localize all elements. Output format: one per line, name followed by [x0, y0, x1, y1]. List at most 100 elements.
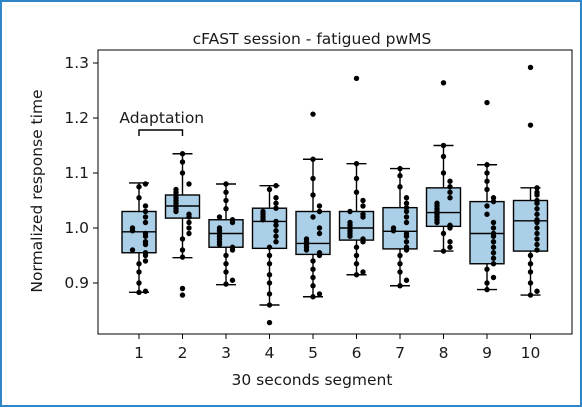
data-point — [310, 175, 316, 182]
data-point — [266, 244, 273, 250]
data-point — [142, 230, 149, 237]
x-tick-label: 3 — [221, 344, 231, 362]
data-point — [179, 285, 186, 292]
data-point — [534, 288, 540, 294]
data-point — [527, 252, 534, 259]
data-point — [273, 205, 279, 211]
data-point — [142, 250, 149, 256]
data-point — [403, 204, 410, 211]
data-point — [136, 184, 142, 190]
box-iqr — [251, 207, 288, 250]
data-point — [447, 222, 453, 228]
data-point — [360, 197, 366, 204]
data-point — [179, 159, 186, 165]
data-point — [142, 181, 149, 187]
data-point — [347, 208, 353, 215]
data-point — [173, 186, 179, 193]
x-tick-label: 1 — [134, 344, 144, 362]
x-tick-label: 2 — [178, 344, 188, 362]
data-point — [142, 239, 149, 245]
data-point — [527, 292, 534, 298]
adaptation-bracket — [138, 129, 184, 136]
data-point — [266, 280, 273, 286]
data-point — [179, 170, 186, 176]
x-axis-label: 30 seconds segment — [232, 371, 393, 389]
data-point — [484, 203, 490, 209]
data-point — [136, 195, 142, 201]
data-point — [490, 225, 497, 231]
data-point — [179, 236, 186, 242]
data-point — [353, 261, 360, 267]
data-point — [142, 288, 149, 294]
data-point — [484, 99, 490, 106]
data-point — [310, 274, 316, 281]
data-point — [447, 184, 453, 190]
data-point — [490, 261, 497, 267]
data-point — [534, 185, 540, 191]
data-point — [403, 239, 410, 245]
data-point — [360, 211, 366, 217]
data-point — [447, 195, 453, 201]
y-tick-label: 1.0 — [64, 219, 89, 237]
data-point — [223, 181, 229, 187]
data-point — [353, 189, 360, 195]
adaptation-label: Adaptation — [119, 109, 204, 127]
data-point — [403, 244, 410, 250]
data-point — [490, 255, 497, 261]
data-point — [310, 156, 316, 162]
data-point — [490, 274, 497, 281]
data-point — [179, 247, 186, 253]
data-point — [534, 217, 540, 223]
data-point — [273, 222, 279, 228]
y-tick-label: 0.9 — [64, 274, 89, 292]
data-point — [223, 252, 229, 259]
x-tick-label: 7 — [395, 344, 405, 362]
data-point — [179, 292, 186, 298]
data-point — [310, 294, 316, 300]
data-point — [186, 225, 192, 231]
data-point — [490, 219, 497, 226]
data-point — [310, 283, 316, 289]
data-point — [266, 302, 273, 308]
data-point — [186, 230, 192, 237]
data-point — [403, 230, 410, 237]
data-point — [484, 211, 490, 217]
data-point — [447, 244, 453, 250]
data-point — [360, 269, 366, 275]
data-point — [403, 195, 410, 201]
box-iqr — [469, 200, 505, 265]
data-point — [397, 269, 403, 275]
data-point — [527, 64, 534, 71]
data-point — [266, 186, 273, 193]
data-point — [142, 258, 149, 264]
data-point — [316, 250, 323, 256]
plot-area-frame — [97, 49, 573, 335]
data-point — [403, 219, 410, 226]
data-point — [316, 225, 323, 231]
data-point — [440, 230, 447, 237]
data-point — [534, 230, 540, 237]
x-tick-label: 9 — [482, 344, 492, 362]
data-point — [447, 189, 453, 195]
data-point — [316, 208, 323, 215]
data-point — [490, 244, 497, 250]
data-point — [353, 244, 360, 250]
data-point — [260, 208, 266, 215]
data-point — [223, 189, 229, 195]
data-point — [534, 206, 540, 212]
data-point — [534, 211, 540, 217]
x-tick-label: 10 — [521, 344, 541, 362]
data-point — [490, 239, 497, 245]
data-point — [223, 261, 229, 267]
data-point — [440, 248, 447, 254]
data-point — [440, 170, 447, 176]
data-point — [484, 186, 490, 193]
data-point — [186, 181, 192, 187]
y-tick-label: 1.3 — [64, 54, 89, 72]
data-point — [273, 195, 279, 201]
data-point — [273, 233, 279, 239]
data-point — [534, 189, 540, 195]
data-point — [142, 214, 149, 220]
data-point — [534, 225, 540, 231]
